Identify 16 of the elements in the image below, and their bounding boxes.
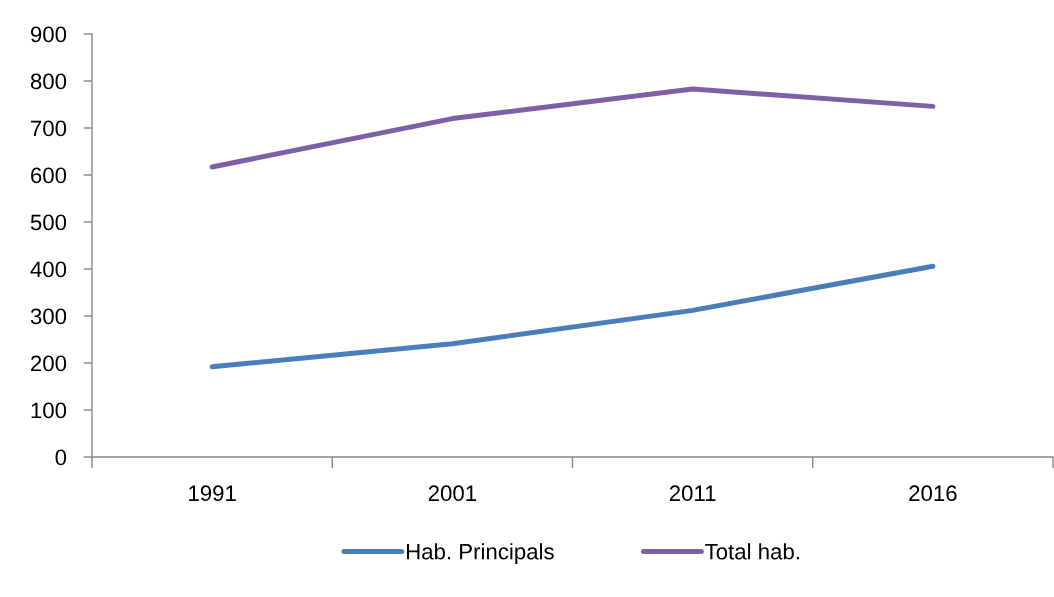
y-tick-label: 600	[31, 167, 67, 184]
x-tick-label: 1991	[189, 485, 236, 502]
y-tick-label: 700	[31, 120, 67, 137]
y-tick-label: 300	[30, 308, 67, 325]
y-tick-label: 0	[55, 449, 67, 466]
legend-label: Total hab.	[705, 543, 799, 560]
legend-label: Hab. Principals	[406, 543, 554, 564]
x-tick-label: 2011	[669, 485, 716, 502]
y-tick-label: 900	[30, 26, 67, 43]
y-tick-label: 100	[31, 402, 67, 419]
y-tick-label: 800	[30, 73, 67, 90]
x-tick-label: 2016	[909, 485, 957, 502]
y-tick-label: 200	[31, 355, 67, 372]
y-tick-label: 500	[30, 214, 67, 231]
y-tick-label: 400	[30, 261, 67, 278]
x-tick-label: 2001	[428, 485, 477, 502]
